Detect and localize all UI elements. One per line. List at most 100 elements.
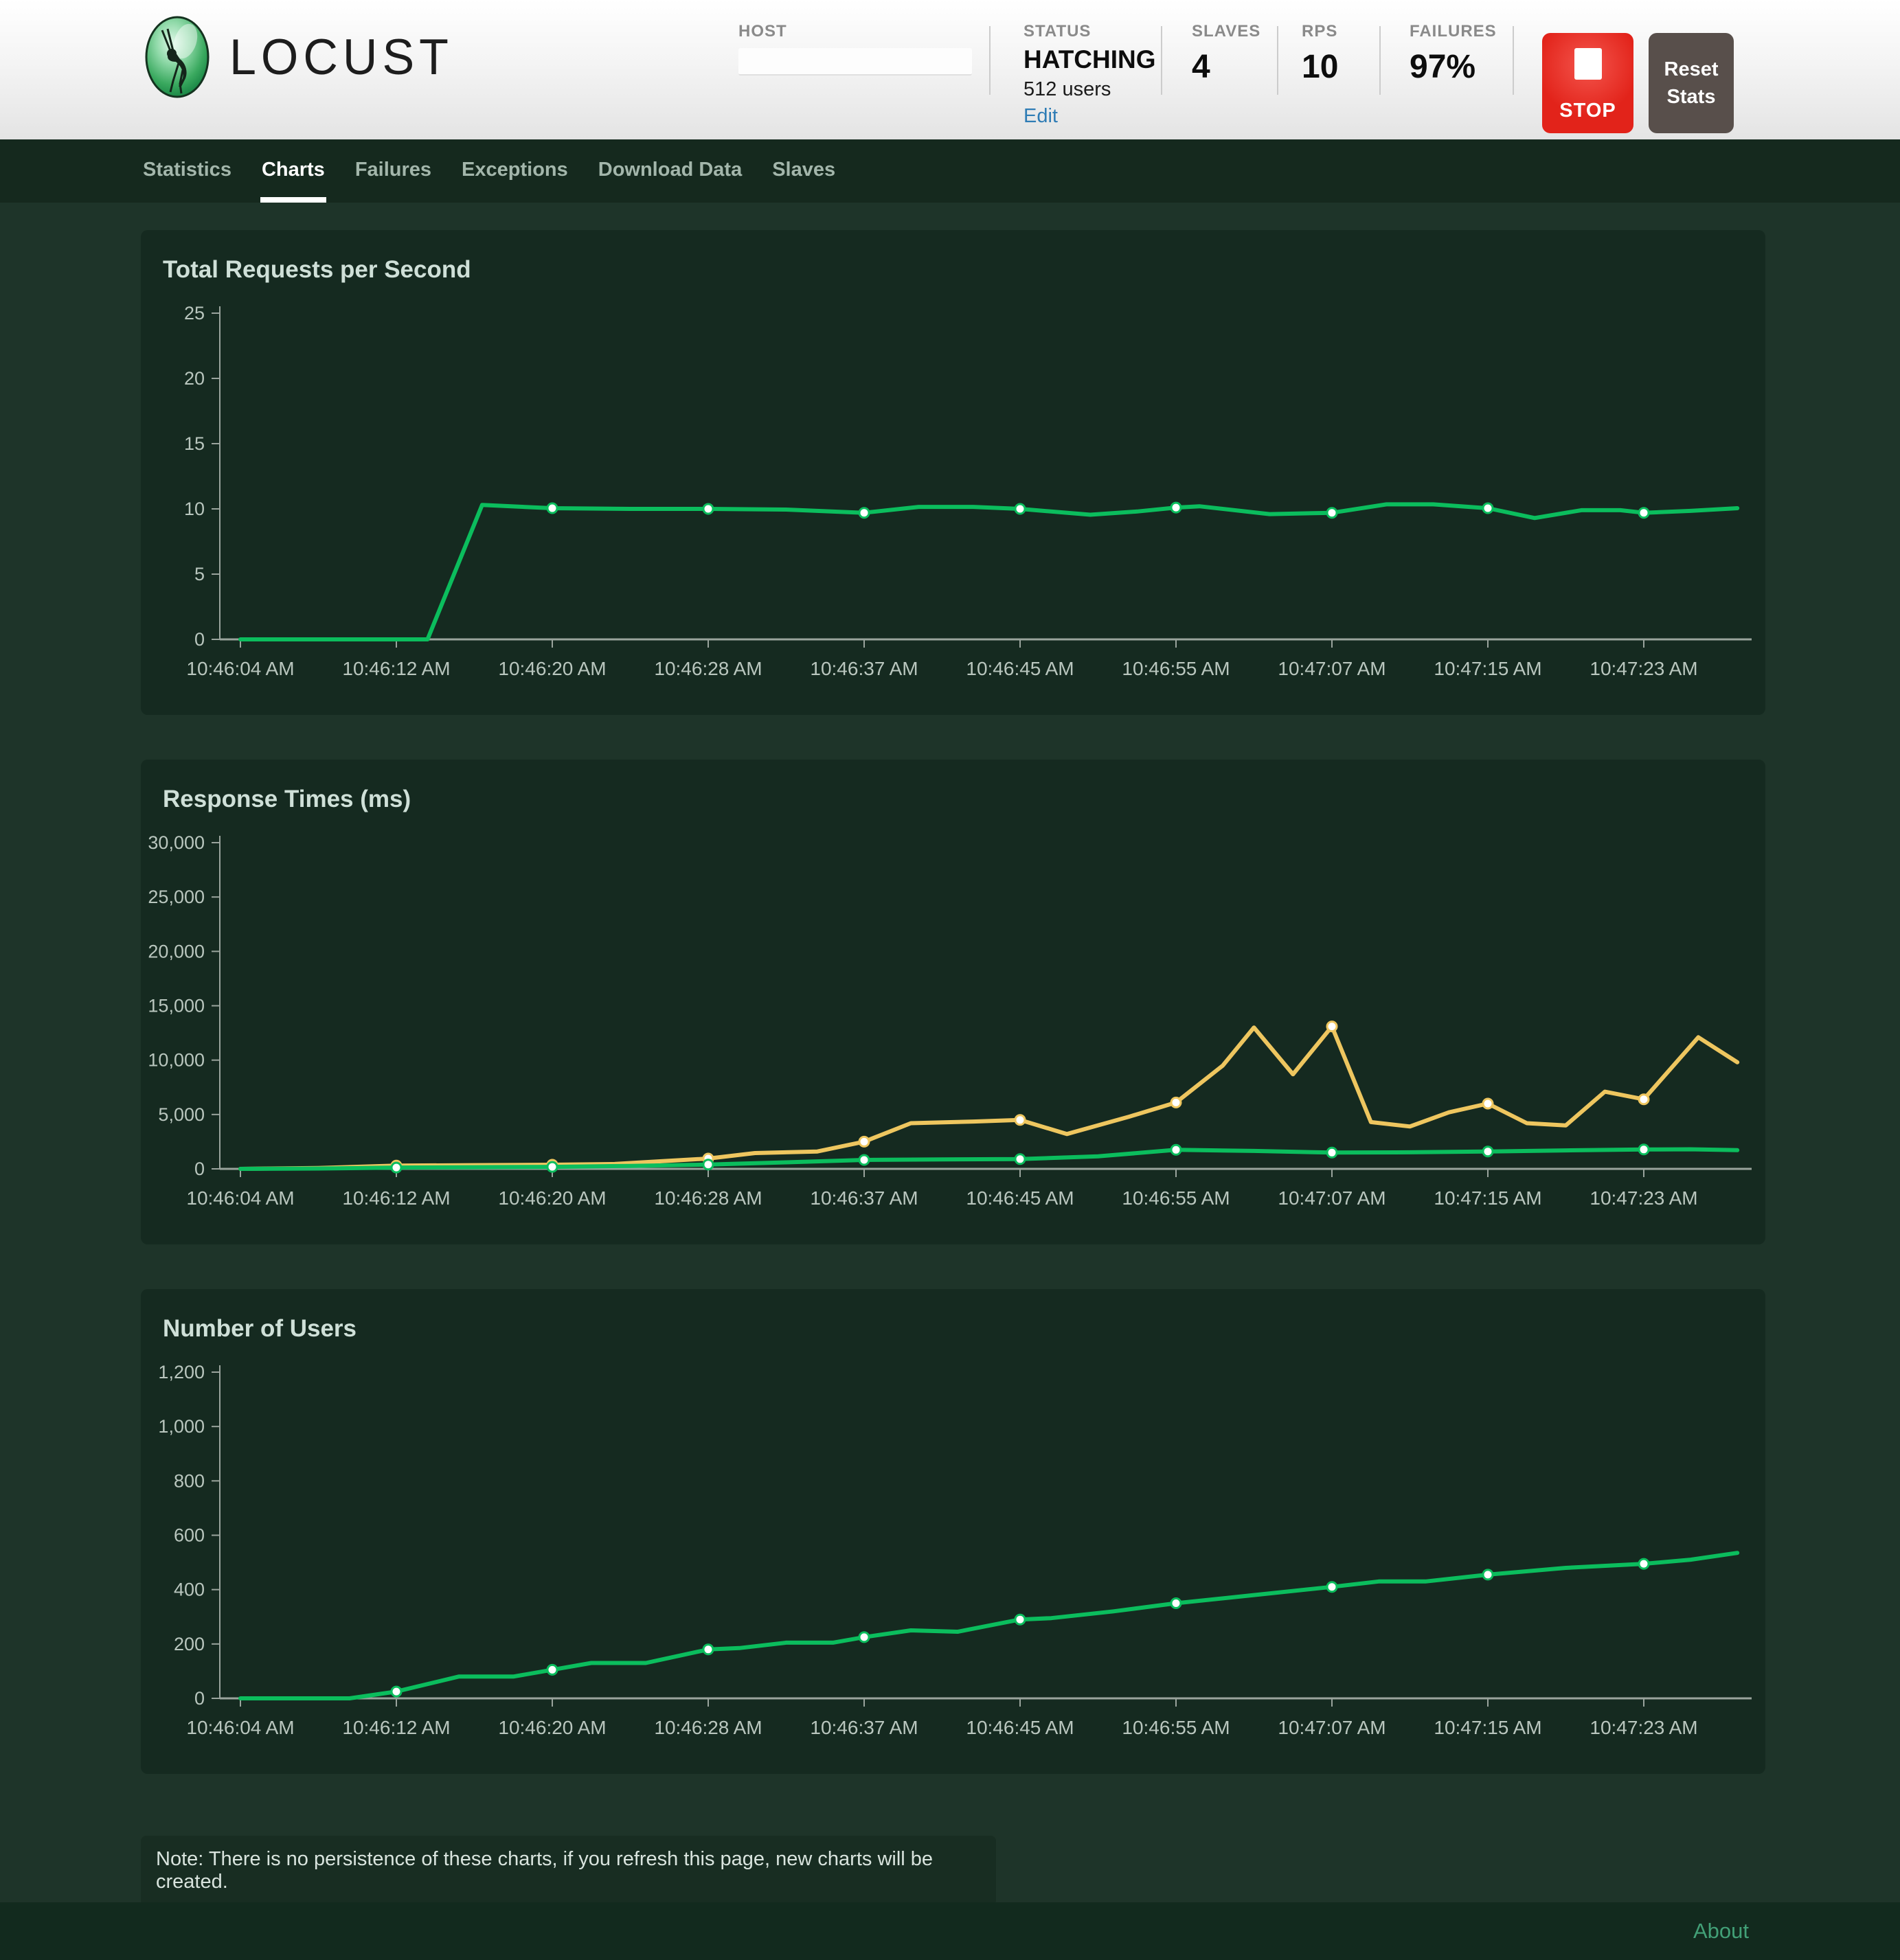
tab-exceptions[interactable]: Exceptions — [462, 159, 568, 181]
svg-text:600: 600 — [174, 1525, 205, 1546]
data-point — [1326, 1146, 1338, 1159]
svg-text:1,200: 1,200 — [158, 1362, 205, 1382]
svg-text:10:46:04 AM: 10:46:04 AM — [186, 658, 294, 679]
tab-charts[interactable]: Charts — [260, 139, 326, 203]
svg-text:10:46:37 AM: 10:46:37 AM — [810, 1717, 918, 1738]
svg-text:5,000: 5,000 — [158, 1104, 205, 1125]
data-point — [858, 1154, 870, 1166]
series-users — [238, 1551, 1740, 1700]
footer: About — [0, 1902, 1900, 1960]
users-chart-panel: Number of Users 0 200 400 600 800 1,000 1,200 1… — [141, 1289, 1765, 1774]
chart-title: Response Times (ms) — [163, 786, 411, 812]
svg-text:0: 0 — [194, 1159, 205, 1179]
svg-text:30,000: 30,000 — [148, 832, 205, 853]
data-point — [1482, 1097, 1494, 1110]
data-point — [546, 1161, 558, 1173]
tab-download-data[interactable]: Download Data — [598, 159, 743, 181]
svg-text:25,000: 25,000 — [148, 887, 205, 907]
data-point — [1326, 1021, 1338, 1033]
main-content: Total Requests per Second 0 5 10 15 20 25 10:4… — [0, 203, 1900, 1939]
data-point — [858, 1631, 870, 1643]
svg-text:10,000: 10,000 — [148, 1050, 205, 1071]
users-chart: 0 200 400 600 800 1,000 1,200 10:46:04 AM 10:46:… — [141, 1355, 1765, 1760]
svg-text:10:47:15 AM: 10:47:15 AM — [1434, 658, 1541, 679]
svg-text:10:46:37 AM: 10:46:37 AM — [810, 658, 918, 679]
chart-canvas: 0 5 10 15 20 25 10:46:04 AM 10:46:12 AM 10:46:20… — [184, 303, 1752, 679]
failures-value: 97% — [1410, 49, 1476, 85]
svg-text:10:46:20 AM: 10:46:20 AM — [498, 658, 606, 679]
svg-text:15: 15 — [184, 433, 205, 454]
data-point — [1170, 1096, 1182, 1108]
rps-label: RPS — [1302, 22, 1338, 41]
slaves-block: SLAVES 4 — [1192, 22, 1260, 86]
rps-block: RPS 10 — [1302, 22, 1338, 86]
divider — [1513, 26, 1514, 95]
note-text: Note: There is no persistence of these c… — [156, 1848, 934, 1893]
response-times-chart-panel: Response Times (ms) 0 5,000 10,000 15,000 20… — [141, 760, 1765, 1244]
svg-text:200: 200 — [174, 1634, 205, 1654]
svg-text:10:46:20 AM: 10:46:20 AM — [498, 1187, 606, 1209]
host-input[interactable] — [738, 48, 972, 76]
tab-failures[interactable]: Failures — [354, 159, 432, 181]
svg-text:800: 800 — [174, 1470, 205, 1491]
svg-text:25: 25 — [184, 303, 205, 323]
divider — [989, 26, 991, 95]
data-point — [1014, 1153, 1026, 1165]
svg-text:10:47:07 AM: 10:47:07 AM — [1278, 658, 1386, 679]
data-point — [1014, 1114, 1026, 1126]
data-point — [1326, 507, 1338, 519]
reset-stats-button[interactable]: Reset Stats — [1649, 33, 1734, 133]
slaves-value: 4 — [1192, 49, 1210, 85]
locust-logo-icon — [144, 15, 210, 99]
data-point — [702, 1159, 714, 1171]
data-point — [1482, 1569, 1494, 1581]
data-point — [858, 1135, 870, 1148]
response-times-chart: 0 5,000 10,000 15,000 20,000 25,000 30,000 10:4… — [141, 825, 1765, 1231]
svg-text:10: 10 — [184, 499, 205, 519]
data-point — [702, 1643, 714, 1656]
svg-text:10:47:07 AM: 10:47:07 AM — [1278, 1187, 1386, 1209]
logo: LOCUST — [144, 15, 453, 99]
data-point — [390, 1685, 403, 1698]
chart-title: Total Requests per Second — [163, 256, 471, 283]
stop-button[interactable]: STOP — [1542, 33, 1633, 133]
chart-title: Number of Users — [163, 1315, 357, 1342]
data-point — [1482, 502, 1494, 514]
rps-value: 10 — [1302, 49, 1339, 85]
svg-text:10:46:28 AM: 10:46:28 AM — [654, 658, 762, 679]
tab-statistics[interactable]: Statistics — [143, 159, 231, 181]
status-label: STATUS — [1023, 22, 1092, 41]
svg-text:10:46:12 AM: 10:46:12 AM — [342, 1717, 450, 1738]
failures-label: FAILURES — [1410, 22, 1497, 41]
series-total-rps — [238, 502, 1740, 641]
tab-slaves[interactable]: Slaves — [772, 159, 836, 181]
data-point — [1638, 507, 1650, 519]
divider — [1277, 26, 1278, 95]
data-point — [1638, 1093, 1650, 1106]
svg-text:10:46:55 AM: 10:46:55 AM — [1122, 1717, 1230, 1738]
edit-link[interactable]: Edit — [1023, 105, 1058, 127]
svg-text:10:46:45 AM: 10:46:45 AM — [966, 1717, 1074, 1738]
data-point — [546, 1663, 558, 1676]
svg-text:10:46:28 AM: 10:46:28 AM — [654, 1717, 762, 1738]
svg-text:10:46:04 AM: 10:46:04 AM — [186, 1187, 294, 1209]
svg-text:10:46:55 AM: 10:46:55 AM — [1122, 1187, 1230, 1209]
data-point — [1170, 1143, 1182, 1156]
data-point — [1014, 1613, 1026, 1626]
svg-text:5: 5 — [194, 564, 205, 584]
svg-text:10:47:23 AM: 10:47:23 AM — [1590, 1187, 1697, 1209]
svg-text:0: 0 — [194, 629, 205, 650]
svg-text:10:46:45 AM: 10:46:45 AM — [966, 1187, 1074, 1209]
data-point — [702, 503, 714, 515]
svg-text:0: 0 — [194, 1688, 205, 1709]
data-point — [1638, 1558, 1650, 1570]
svg-text:10:46:37 AM: 10:46:37 AM — [810, 1187, 918, 1209]
nav-bar: Statistics Charts Failures Exceptions Do… — [0, 139, 1900, 203]
svg-text:10:46:45 AM: 10:46:45 AM — [966, 658, 1074, 679]
divider — [1161, 26, 1162, 95]
svg-text:10:47:07 AM: 10:47:07 AM — [1278, 1717, 1386, 1738]
svg-text:10:47:23 AM: 10:47:23 AM — [1590, 1717, 1697, 1738]
svg-text:10:46:04 AM: 10:46:04 AM — [186, 1717, 294, 1738]
svg-text:10:46:20 AM: 10:46:20 AM — [498, 1717, 606, 1738]
about-link[interactable]: About — [1693, 1919, 1750, 1943]
